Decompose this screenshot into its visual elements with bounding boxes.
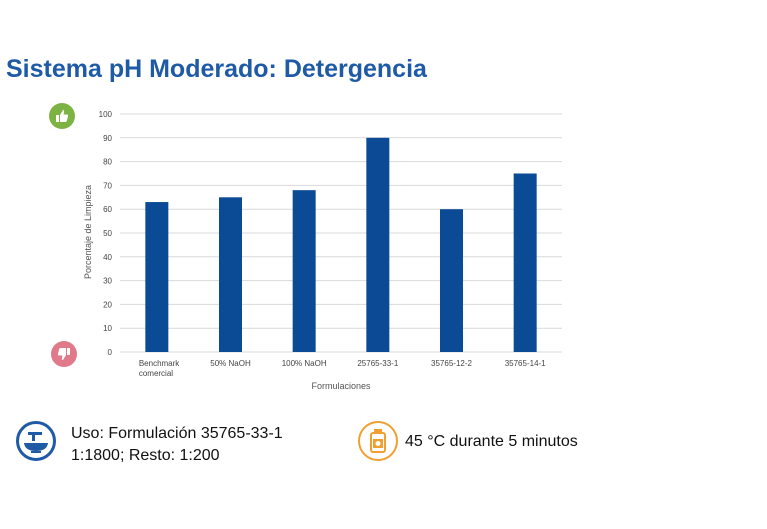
y-axis-label: Porcentaje de Limpieza (83, 185, 93, 279)
bar-chart: 0 10 20 30 40 50 60 70 80 90 100 Benchmarkcomercia… (83, 110, 562, 391)
bar-6 (513, 173, 537, 352)
page-title: Sistema pH Moderado: Detergencia (6, 55, 427, 83)
x-tick-label: 25765-33-1 (357, 359, 398, 368)
dosing-bowl-icon (16, 421, 56, 461)
y-tick-label: 50 (103, 229, 112, 238)
y-tick-label: 80 (103, 158, 112, 167)
usage-dilution-text: 1:1800; Resto: 1:200 (71, 447, 220, 464)
x-tick-label: 35765-12-2 (431, 359, 472, 368)
thumbs-up-icon (49, 103, 75, 129)
x-tick-label: 100% NaOH (282, 359, 327, 368)
bar-4 (366, 137, 390, 352)
thumbs-down-icon (51, 341, 77, 367)
x-tick-label: comercial (139, 369, 173, 378)
y-tick-label: 40 (103, 253, 112, 262)
y-tick-label: 100 (99, 110, 113, 119)
y-tick-label: 70 (103, 181, 112, 190)
y-tick-labels: 0 10 20 30 40 50 60 70 80 90 100 (99, 110, 113, 357)
bar-1 (145, 202, 169, 352)
x-tick-label: Benchmark (139, 359, 180, 368)
bars (145, 137, 537, 352)
y-tick-label: 0 (108, 348, 113, 357)
y-tick-label: 90 (103, 134, 112, 143)
bar-2 (219, 197, 242, 352)
usage-formulation-text: Uso: Formulación 35765-33-1 (71, 425, 283, 442)
bar-5 (440, 209, 463, 352)
y-tick-label: 30 (103, 277, 112, 286)
x-tick-label: 35765-14-1 (505, 359, 546, 368)
x-axis-label: Formulaciones (311, 381, 371, 391)
grid-lines (120, 113, 562, 353)
y-tick-label: 60 (103, 205, 112, 214)
y-tick-label: 20 (103, 300, 112, 309)
x-tick-label: 50% NaOH (210, 359, 251, 368)
heated-bottle-icon (358, 421, 398, 461)
y-tick-label: 10 (103, 324, 112, 333)
bar-3 (292, 190, 316, 352)
temperature-condition-text: 45 °C durante 5 minutos (405, 433, 578, 450)
